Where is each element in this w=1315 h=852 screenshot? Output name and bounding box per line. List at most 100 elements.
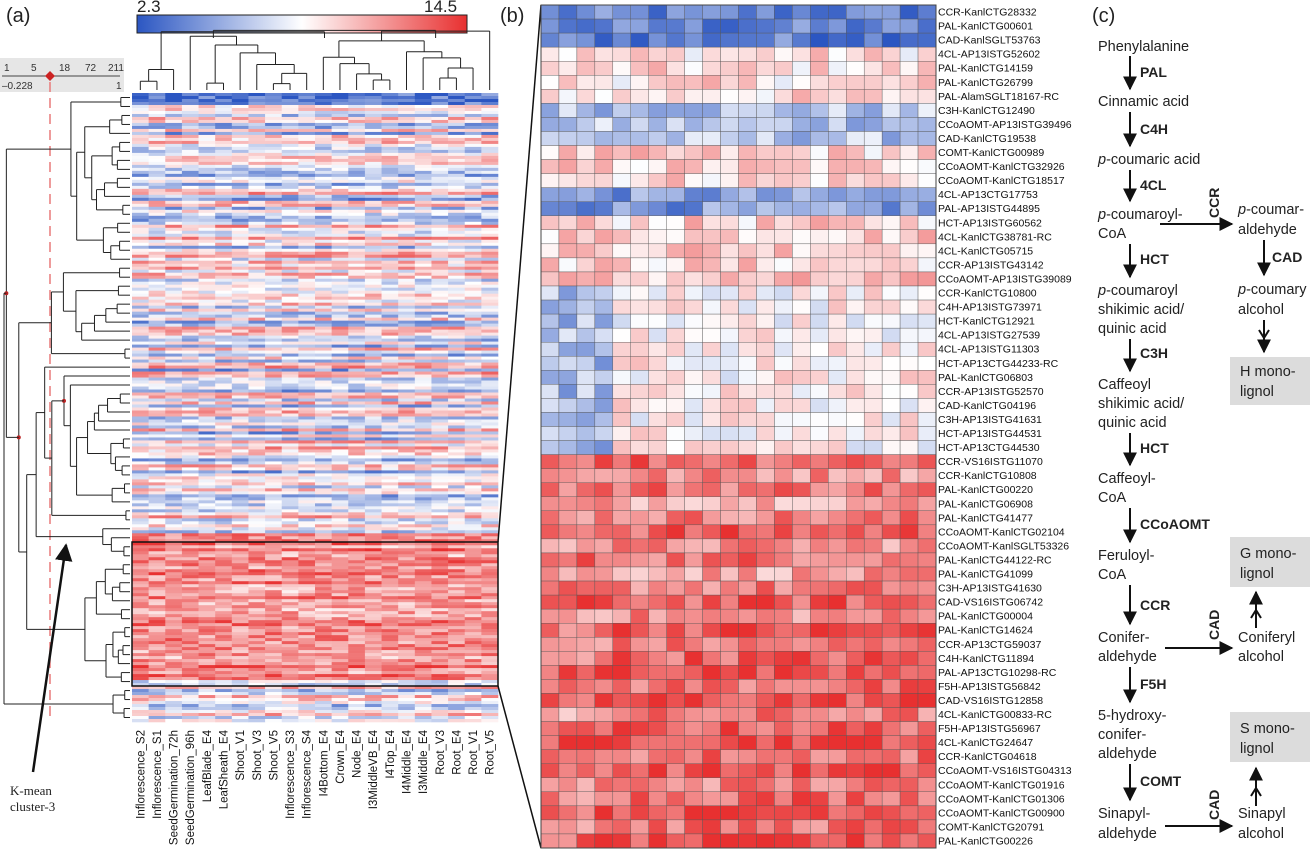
heatmap-cell xyxy=(431,401,449,405)
heatmap-cell xyxy=(381,146,399,151)
heatmap-cell xyxy=(298,287,316,291)
heatmap-cell xyxy=(132,512,149,516)
heatmap-cell xyxy=(431,299,449,303)
heatmap-cell xyxy=(181,539,199,543)
heatmap-cell xyxy=(198,509,216,513)
heatmap-cell xyxy=(298,407,316,411)
heatmap-cell xyxy=(198,260,216,265)
heatmap-cell xyxy=(148,563,166,567)
heatmap-cell xyxy=(481,395,499,399)
column-dendrogram xyxy=(139,29,491,90)
heatmap-cell xyxy=(265,110,283,115)
heatmap-cell xyxy=(181,464,199,468)
heatmap-cell xyxy=(398,161,416,166)
heatmap-cell xyxy=(181,197,199,202)
heatmap-cell xyxy=(464,425,482,429)
heatmap-cell xyxy=(198,542,216,546)
heatmap-cell xyxy=(481,533,499,537)
heatmap-cell xyxy=(364,287,382,291)
heatmap-cell xyxy=(448,485,466,489)
heatmap-cell xyxy=(132,122,149,127)
heatmap-cell xyxy=(165,428,183,432)
heatmap-cell xyxy=(265,566,283,570)
heatmap-cell xyxy=(132,371,149,375)
heatmap-cell xyxy=(281,305,299,309)
heatmap-cell xyxy=(215,155,233,160)
heatmap-cell xyxy=(231,455,249,459)
heatmap-cell xyxy=(248,113,266,118)
heatmap-cell xyxy=(414,203,432,208)
heatmap-cell xyxy=(331,230,349,235)
heatmap-cell xyxy=(464,653,482,657)
heatmap-cell xyxy=(364,96,382,100)
heatmap-cell xyxy=(298,443,316,447)
heatmap-cell xyxy=(148,437,166,441)
heatmap-cell xyxy=(481,437,499,441)
heatmap-cell xyxy=(431,593,449,597)
heatmap-cell xyxy=(132,395,149,399)
heatmap-cell xyxy=(481,653,499,657)
heatmap-cell xyxy=(630,32,649,48)
heatmap-cell xyxy=(231,215,249,220)
heatmap-cell xyxy=(281,254,299,259)
heatmap-cell xyxy=(132,533,149,537)
heatmap-cell xyxy=(198,656,216,660)
heatmap-cell xyxy=(165,332,183,336)
heatmap-cell xyxy=(414,542,432,546)
heatmap-cell xyxy=(315,542,332,546)
heatmap-cell xyxy=(265,701,283,705)
heatmap-cell xyxy=(481,371,499,375)
heatmap-cell xyxy=(398,236,416,241)
heatmap-cell xyxy=(481,704,499,708)
heatmap-cell xyxy=(448,164,466,169)
heatmap-cell xyxy=(448,557,466,561)
heatmap-cell xyxy=(464,290,482,294)
heatmap-cell xyxy=(315,599,332,603)
heatmap-cell xyxy=(448,449,466,453)
heatmap-cell xyxy=(315,392,332,396)
heatmap-cell xyxy=(298,344,316,348)
heatmap-cell xyxy=(431,584,449,588)
heatmap-cell xyxy=(231,203,249,208)
heatmap-cell xyxy=(198,536,216,540)
heatmap-cell xyxy=(381,113,399,118)
heatmap-cell xyxy=(281,158,299,163)
heatmap-cell xyxy=(281,623,299,627)
heatmap-cell xyxy=(315,368,332,372)
heatmap-cell xyxy=(215,221,233,226)
heatmap-cell xyxy=(231,578,249,582)
heatmap-cell xyxy=(315,170,332,175)
heatmap-cell xyxy=(414,101,432,106)
heatmap-cell xyxy=(431,212,449,217)
heatmap-cell xyxy=(448,242,466,247)
heatmap-cell xyxy=(148,482,166,486)
heatmap-cell xyxy=(298,113,316,118)
heatmap-cell xyxy=(414,365,432,369)
heatmap-cell xyxy=(181,269,199,274)
heatmap-cell xyxy=(231,101,249,106)
heatmap-cell xyxy=(464,200,482,205)
heatmap-cell xyxy=(298,311,316,315)
heatmap-cell xyxy=(364,599,382,603)
heatmap-cell xyxy=(181,518,199,522)
heatmap-cell xyxy=(148,227,166,232)
heatmap-cell xyxy=(481,401,499,405)
heatmap-cell xyxy=(448,341,466,345)
heatmap-cell xyxy=(315,662,332,666)
heatmap-cell xyxy=(315,191,332,196)
heatmap-cell xyxy=(331,440,349,444)
heatmap-cell xyxy=(181,683,199,687)
heatmap-cell xyxy=(381,164,399,169)
heatmap-cell xyxy=(315,413,332,417)
heatmap-cell xyxy=(198,605,216,609)
heatmap-cell xyxy=(381,677,399,681)
heatmap-cell xyxy=(331,518,349,522)
heatmap-cell xyxy=(198,494,216,498)
heatmap-cell xyxy=(298,695,316,699)
heatmap-cell xyxy=(148,431,166,435)
heatmap-cell xyxy=(198,146,216,151)
heatmap-cell xyxy=(281,404,299,408)
heatmap-cell xyxy=(198,569,216,573)
heatmap-cell xyxy=(448,323,466,327)
heatmap-cell xyxy=(215,269,233,274)
